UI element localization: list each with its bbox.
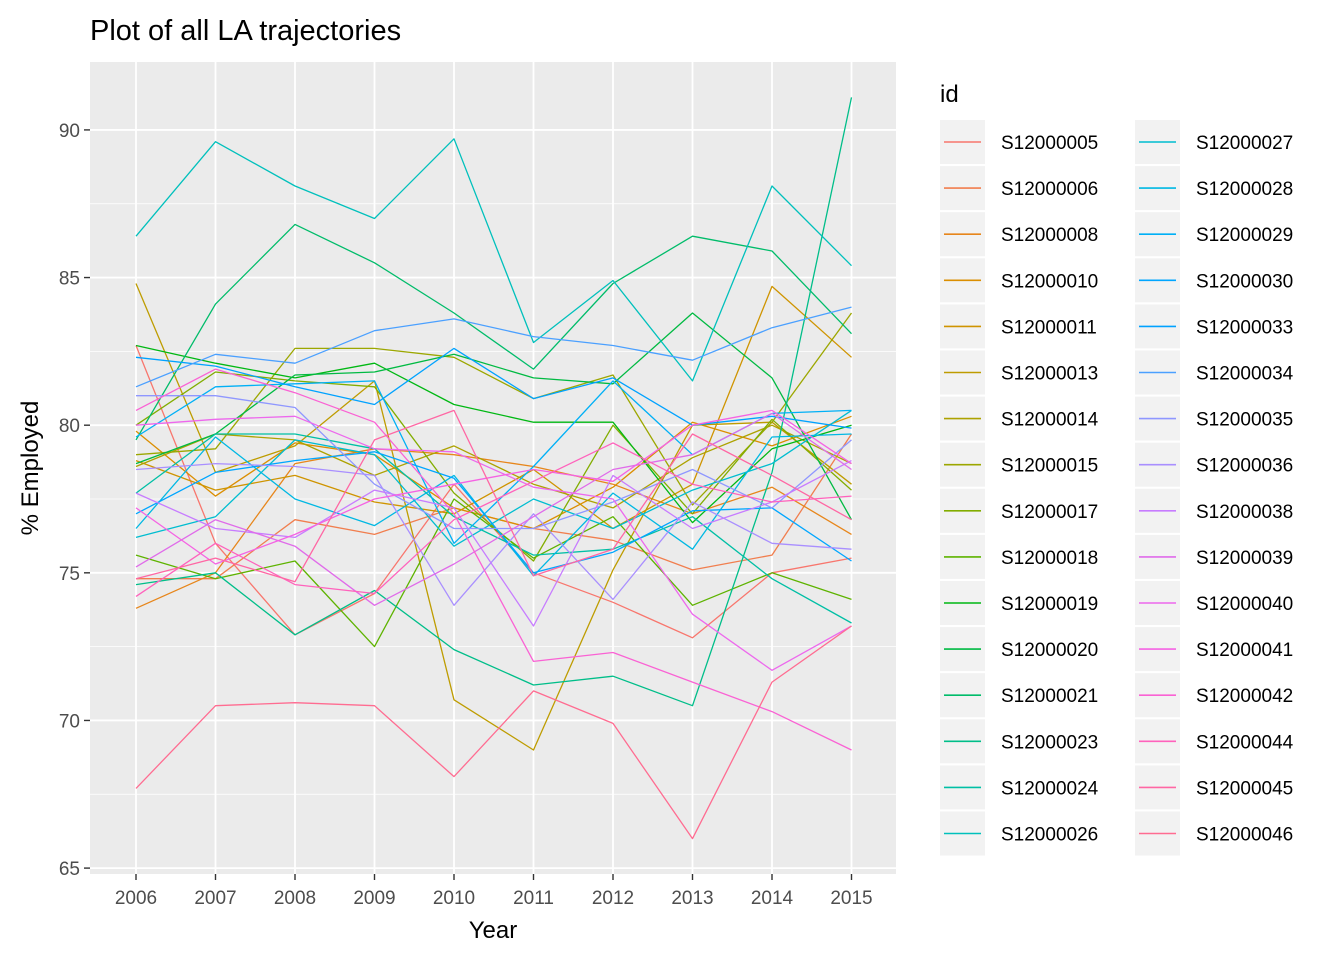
legend-label: S12000011 [1001,317,1097,338]
y-tick-label: 85 [59,269,80,290]
y-tick-label: 65 [59,859,80,880]
series-line-s12000013 [135,283,852,751]
series-line-s12000046 [135,625,852,840]
series-line-s12000040 [135,415,852,671]
chart-title: Plot of all LA trajectories [90,15,401,47]
legend-label: S12000018 [1001,548,1098,569]
legend-label: S12000040 [1196,594,1293,615]
x-tick-label: 2013 [671,888,713,909]
legend-label: S12000024 [1001,778,1099,799]
series-line-s12000039 [135,412,852,606]
legend-label: S12000038 [1196,502,1293,523]
legend: id S12000005S12000006S12000008S12000010S… [940,81,1294,856]
y-tick-label: 75 [59,564,80,585]
series-line-s12000008 [135,448,852,609]
grid-major [90,62,896,874]
grid-minor [90,203,896,795]
legend-label: S12000014 [1001,410,1099,431]
legend-label: S12000030 [1196,271,1293,292]
series-line-s12000045 [135,409,852,583]
series-line-s12000033 [135,347,852,429]
legend-label: S12000034 [1196,364,1294,385]
legend-label: S12000044 [1196,732,1294,753]
x-tick-label: 2009 [353,888,395,909]
series-line-s12000027 [135,409,852,547]
series-line-s12000019 [135,344,852,524]
legend-title: id [940,81,959,108]
legend-label: S12000010 [1001,271,1098,292]
x-axis-title: Year [469,917,518,944]
series-line-s12000044 [135,442,852,597]
y-tick-label: 90 [59,121,80,142]
legend-label: S12000039 [1196,548,1293,569]
x-tick-label: 2011 [513,888,554,909]
legend-label: S12000042 [1196,686,1293,707]
series-line-s12000036 [135,462,852,606]
legend-label: S12000046 [1196,825,1293,846]
x-tick-label: 2012 [592,888,634,909]
legend-label: S12000005 [1001,133,1098,154]
x-axis-ticks: 2006 2007 2008 2009 2010 2011 2012 2013 2014 2015 [115,874,873,909]
legend-label: S12000035 [1196,410,1293,431]
legend-label: S12000027 [1196,133,1293,154]
legend-label: S12000023 [1001,732,1098,753]
legend-label: S12000017 [1001,502,1098,523]
series-line-s12000042 [135,368,852,751]
legend-label: S12000036 [1196,456,1293,477]
series-line-s12000035 [136,395,852,530]
series-line-s12000021 [135,223,852,441]
plot-panel [90,62,896,874]
legend-label: S12000006 [1001,179,1098,200]
y-tick-label: 70 [59,711,80,732]
legend-label: S12000021 [1001,686,1098,707]
series-lines [135,97,853,840]
series-line-s12000034 [135,306,852,388]
legend-label: S12000019 [1001,594,1098,615]
legend-label: S12000029 [1196,225,1293,246]
x-tick-label: 2014 [751,888,794,909]
legend-label: S12000028 [1196,179,1293,200]
x-tick-label: 2006 [115,888,157,909]
x-tick-label: 2008 [274,888,316,909]
legend-label: S12000008 [1001,225,1098,246]
x-tick-label: 2007 [194,888,236,909]
series-line-s12000023 [135,97,853,707]
series-line-s12000026 [135,138,852,382]
x-tick-label: 2010 [433,888,475,909]
series-line-s12000020 [135,312,853,521]
legend-label: S12000013 [1001,364,1098,385]
series-line-s12000015 [135,312,853,506]
y-axis-title: % Employed [17,401,44,536]
legend-label: S12000026 [1001,825,1098,846]
y-tick-label: 80 [59,416,80,437]
series-line-s12000014 [135,424,852,509]
x-tick-label: 2015 [830,888,872,909]
legend-label: S12000015 [1001,456,1098,477]
series-line-s12000041 [135,409,852,565]
legend-items: S12000005 S12000006 S12000008 S12000010 S120… [940,120,1294,856]
legend-label: S12000045 [1196,778,1293,799]
series-line-s12000024 [135,433,852,624]
legend-label: S12000033 [1196,317,1293,338]
legend-label: S12000041 [1196,640,1293,661]
legend-label: S12000020 [1001,640,1098,661]
series-line-s12000030 [135,451,852,574]
y-axis-ticks: 65 70 75 80 85 90 [59,121,90,880]
